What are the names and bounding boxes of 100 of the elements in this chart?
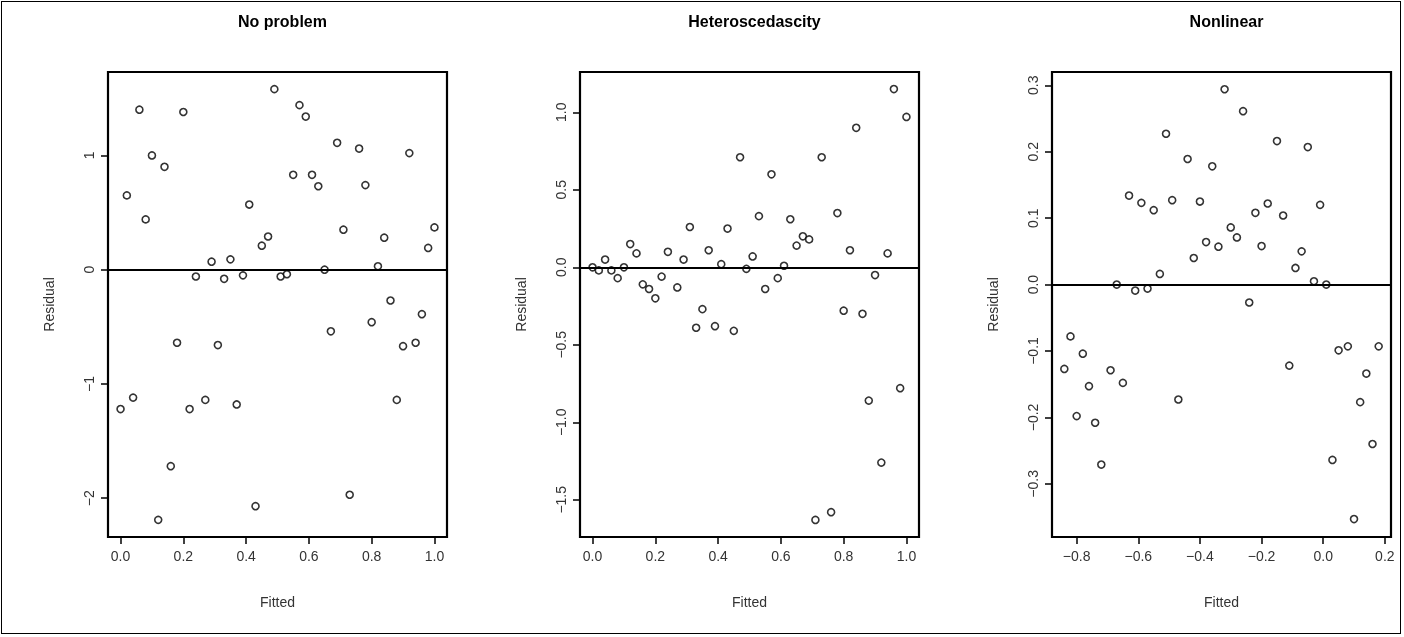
- point: [1362, 369, 1371, 378]
- point: [600, 255, 610, 264]
- point: [1137, 198, 1146, 208]
- chart-title: Nonlinear: [1189, 12, 1264, 30]
- point: [1263, 199, 1273, 208]
- point: [263, 232, 273, 241]
- point: [877, 458, 886, 467]
- x-tick-label: 1.0: [424, 548, 445, 564]
- point: [1232, 233, 1242, 242]
- point: [1328, 455, 1337, 465]
- point: [632, 249, 641, 258]
- y-tick-label: 0: [81, 265, 97, 274]
- point: [748, 252, 757, 261]
- point: [773, 273, 783, 283]
- y-axis-title: Residual: [41, 277, 57, 332]
- y-tick-label: 0.2: [1025, 141, 1041, 162]
- y-axis-title: Residual: [985, 277, 1001, 332]
- point: [122, 191, 132, 200]
- point: [147, 151, 157, 160]
- x-tick-label: 0.2: [645, 548, 666, 564]
- point: [238, 271, 248, 280]
- point: [1220, 84, 1229, 94]
- point: [179, 107, 188, 117]
- point: [1214, 242, 1223, 252]
- point: [201, 395, 210, 405]
- point: [1106, 365, 1115, 375]
- point: [870, 270, 880, 280]
- point: [760, 284, 770, 294]
- point: [625, 239, 635, 249]
- y-tick-label: 0.3: [1025, 75, 1041, 96]
- point: [1343, 342, 1353, 351]
- point: [729, 326, 739, 336]
- point: [754, 211, 764, 221]
- point: [411, 338, 420, 348]
- y-tick-label: 0.1: [1025, 208, 1041, 228]
- point: [1297, 247, 1306, 256]
- x-axis-title: Fitted: [731, 594, 768, 610]
- x-axis-title: Fitted: [1203, 594, 1240, 610]
- point: [1244, 298, 1254, 307]
- point: [116, 404, 125, 414]
- y-tick-label: −0.3: [1025, 469, 1041, 498]
- y-tick-label: −0.5: [553, 330, 569, 359]
- point: [307, 170, 317, 180]
- y-axis-title: Residual: [513, 277, 529, 332]
- point: [361, 180, 370, 190]
- point: [232, 400, 241, 409]
- point: [1207, 162, 1217, 171]
- y-tick-label: −1.5: [553, 485, 569, 514]
- point: [226, 255, 235, 264]
- point: [430, 223, 439, 232]
- x-tick-label: 0.0: [1313, 548, 1334, 564]
- y-tick-label: 1.0: [553, 102, 569, 123]
- y-tick-label: 1: [81, 151, 97, 160]
- point: [1291, 263, 1300, 273]
- point: [345, 490, 354, 500]
- point: [1174, 395, 1183, 404]
- x-tick-label: 0.8: [833, 548, 854, 564]
- x-tick-label: 0.2: [173, 548, 194, 564]
- point: [1084, 381, 1094, 391]
- y-tick-label: −0.1: [1025, 336, 1041, 365]
- point: [691, 323, 701, 333]
- y-tick-label: −2: [81, 489, 97, 507]
- point: [160, 162, 169, 172]
- point: [314, 181, 323, 191]
- point: [883, 249, 892, 258]
- point: [288, 170, 298, 180]
- x-tick-label: −0.2: [1247, 548, 1276, 564]
- point: [386, 296, 395, 305]
- point: [1368, 439, 1377, 449]
- y-tick-label: 0.0: [1025, 274, 1041, 295]
- point: [1124, 191, 1134, 200]
- point: [864, 396, 874, 405]
- chart-title: Heteroscedascity: [688, 12, 821, 30]
- point: [398, 341, 408, 351]
- x-tick-label: 0.0: [110, 548, 131, 564]
- point: [1201, 237, 1211, 247]
- point: [704, 245, 713, 255]
- y-tick-label: −1.0: [553, 408, 569, 437]
- point: [1090, 418, 1100, 428]
- point: [817, 152, 826, 162]
- point: [735, 152, 745, 162]
- point: [392, 395, 402, 405]
- point: [417, 309, 427, 319]
- point: [895, 383, 905, 393]
- point: [685, 222, 695, 232]
- point: [367, 317, 376, 327]
- point: [1238, 106, 1248, 116]
- point: [1374, 342, 1383, 351]
- point: [219, 274, 229, 284]
- point: [826, 507, 836, 517]
- point: [270, 84, 279, 94]
- point: [638, 280, 648, 289]
- point: [723, 224, 732, 233]
- chart-title: No problem: [238, 12, 327, 30]
- point: [1155, 269, 1165, 279]
- x-tick-label: 1.0: [896, 548, 917, 564]
- point: [858, 309, 867, 319]
- point: [786, 214, 795, 224]
- point: [613, 273, 622, 283]
- point: [1161, 129, 1171, 139]
